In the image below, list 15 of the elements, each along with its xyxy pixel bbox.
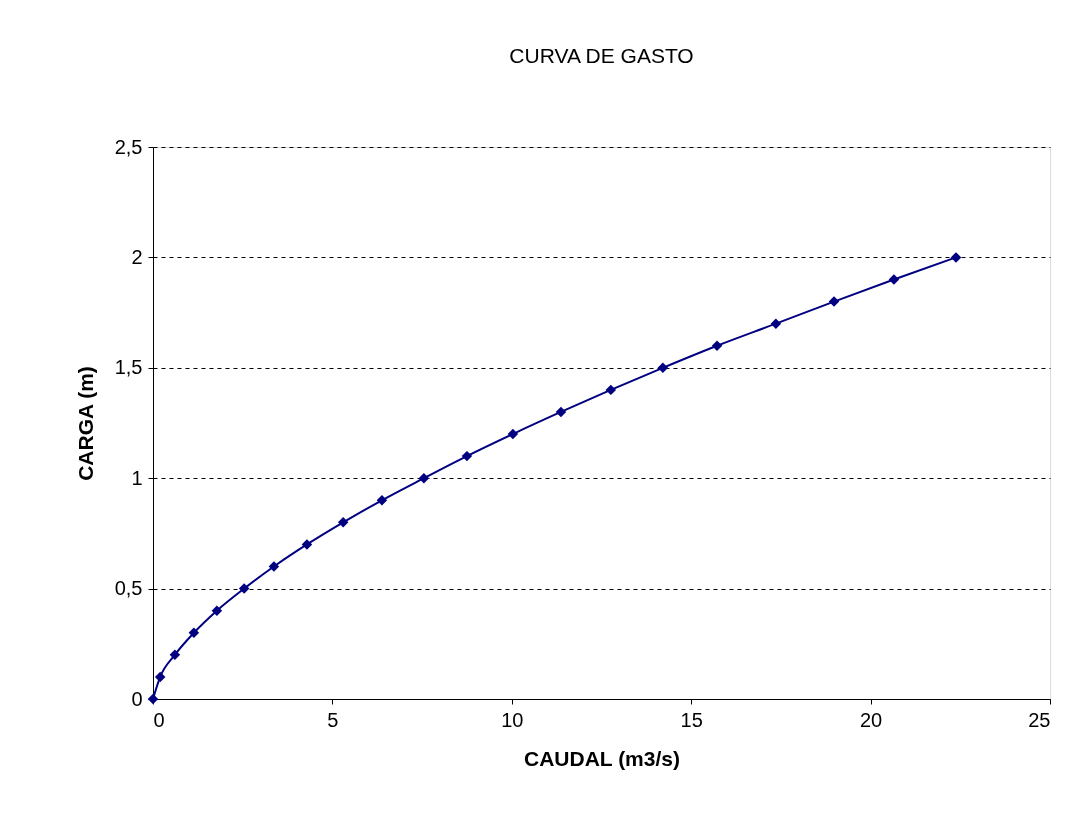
chart-title: CURVA DE GASTO — [509, 44, 694, 67]
x-tick-label: 15 — [680, 708, 703, 731]
y-axis-title: CARGA (m) — [73, 366, 97, 481]
x-tick-label: 20 — [859, 708, 883, 731]
x-tick-label: 25 — [1028, 708, 1051, 731]
y-tick-label: 2,5 — [114, 135, 143, 158]
y-tick-label: 0 — [131, 687, 143, 710]
y-tick-label: 1,5 — [114, 356, 143, 379]
y-tick-label: 2 — [131, 245, 143, 268]
x-tick-label: 0 — [153, 708, 165, 731]
x-axis-title: CAUDAL (m3/s) — [524, 746, 680, 770]
x-tick-label: 10 — [501, 708, 524, 731]
y-tick-label: 0,5 — [114, 577, 143, 600]
y-tick-label: 1 — [131, 466, 143, 489]
x-tick-label: 5 — [327, 708, 339, 731]
